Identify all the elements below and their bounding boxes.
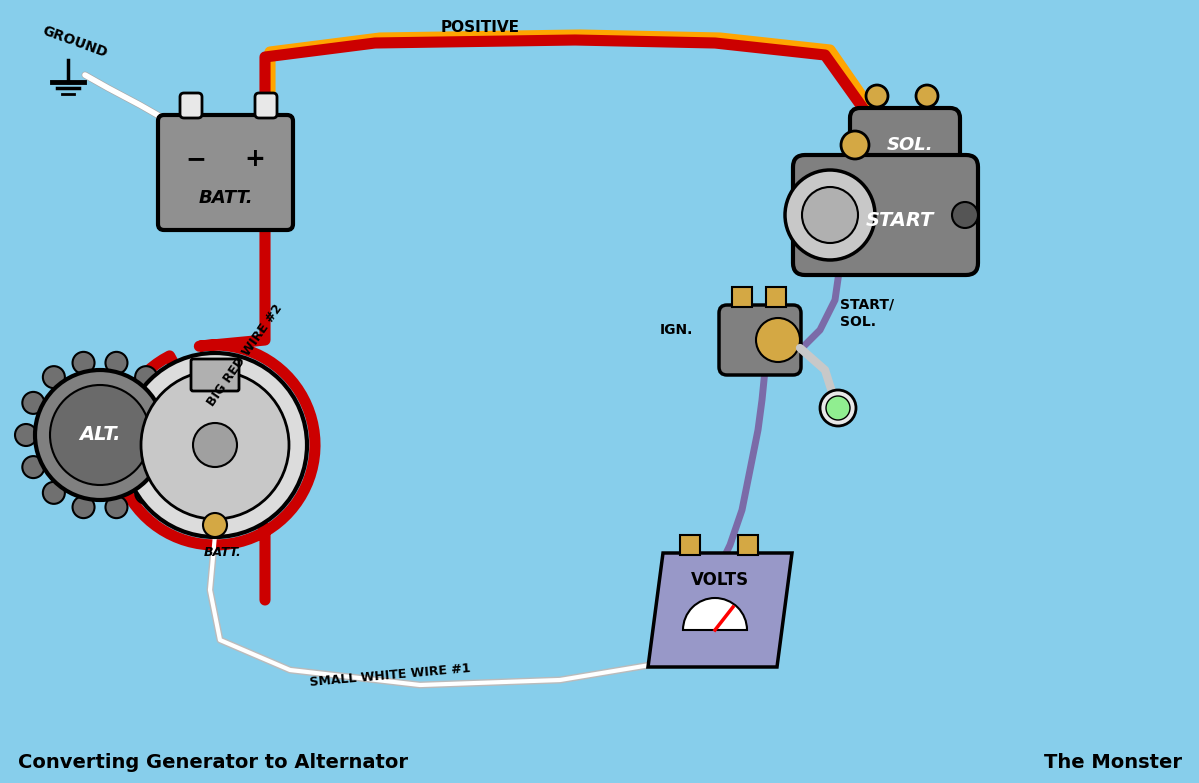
Circle shape [135, 366, 157, 388]
Circle shape [123, 353, 307, 537]
Text: ALT.: ALT. [79, 425, 121, 445]
Polygon shape [647, 553, 793, 667]
Circle shape [156, 392, 177, 414]
Circle shape [135, 482, 157, 503]
Text: VOLTS: VOLTS [691, 571, 749, 589]
Circle shape [23, 392, 44, 414]
Text: GROUND: GROUND [41, 23, 109, 60]
Bar [680, 535, 700, 555]
Text: SOL.: SOL. [887, 136, 933, 154]
Text: The Monster: The Monster [1044, 753, 1182, 773]
Circle shape [826, 396, 850, 420]
FancyBboxPatch shape [191, 359, 239, 391]
Bar [733, 287, 752, 307]
Circle shape [50, 385, 150, 485]
Circle shape [106, 352, 127, 373]
Circle shape [72, 352, 95, 373]
Wedge shape [683, 598, 747, 630]
Text: +: + [245, 146, 266, 171]
FancyBboxPatch shape [180, 93, 201, 118]
Text: START: START [866, 211, 934, 229]
Circle shape [35, 370, 165, 500]
Circle shape [820, 390, 856, 426]
Circle shape [802, 187, 858, 243]
Text: Converting Generator to Alternator: Converting Generator to Alternator [18, 753, 408, 773]
Circle shape [757, 318, 800, 362]
Circle shape [840, 131, 869, 159]
FancyBboxPatch shape [158, 115, 293, 230]
Text: BATT.: BATT. [204, 547, 242, 560]
Circle shape [916, 85, 938, 107]
Circle shape [785, 170, 875, 260]
Circle shape [193, 423, 237, 467]
FancyBboxPatch shape [793, 155, 978, 275]
Circle shape [43, 482, 65, 503]
Text: SOL.: SOL. [840, 315, 876, 329]
Bar [739, 535, 758, 555]
Text: SMALL WHITE WIRE #1: SMALL WHITE WIRE #1 [309, 662, 471, 688]
Text: START/: START/ [840, 298, 894, 312]
Circle shape [106, 496, 127, 518]
Circle shape [952, 202, 978, 228]
Circle shape [23, 456, 44, 478]
Circle shape [163, 424, 185, 446]
Circle shape [156, 456, 177, 478]
Text: POSITIVE: POSITIVE [440, 20, 519, 35]
Text: BATT.: BATT. [198, 189, 253, 207]
Circle shape [866, 85, 888, 107]
FancyBboxPatch shape [719, 305, 801, 375]
Circle shape [16, 424, 37, 446]
Text: −: − [186, 146, 206, 171]
Bar [766, 287, 787, 307]
FancyBboxPatch shape [255, 93, 277, 118]
Text: BIG RED WIRE #2: BIG RED WIRE #2 [205, 301, 285, 409]
Circle shape [43, 366, 65, 388]
Circle shape [141, 371, 289, 519]
Circle shape [72, 496, 95, 518]
Circle shape [203, 513, 227, 537]
FancyBboxPatch shape [850, 108, 960, 173]
Text: IGN.: IGN. [659, 323, 693, 337]
